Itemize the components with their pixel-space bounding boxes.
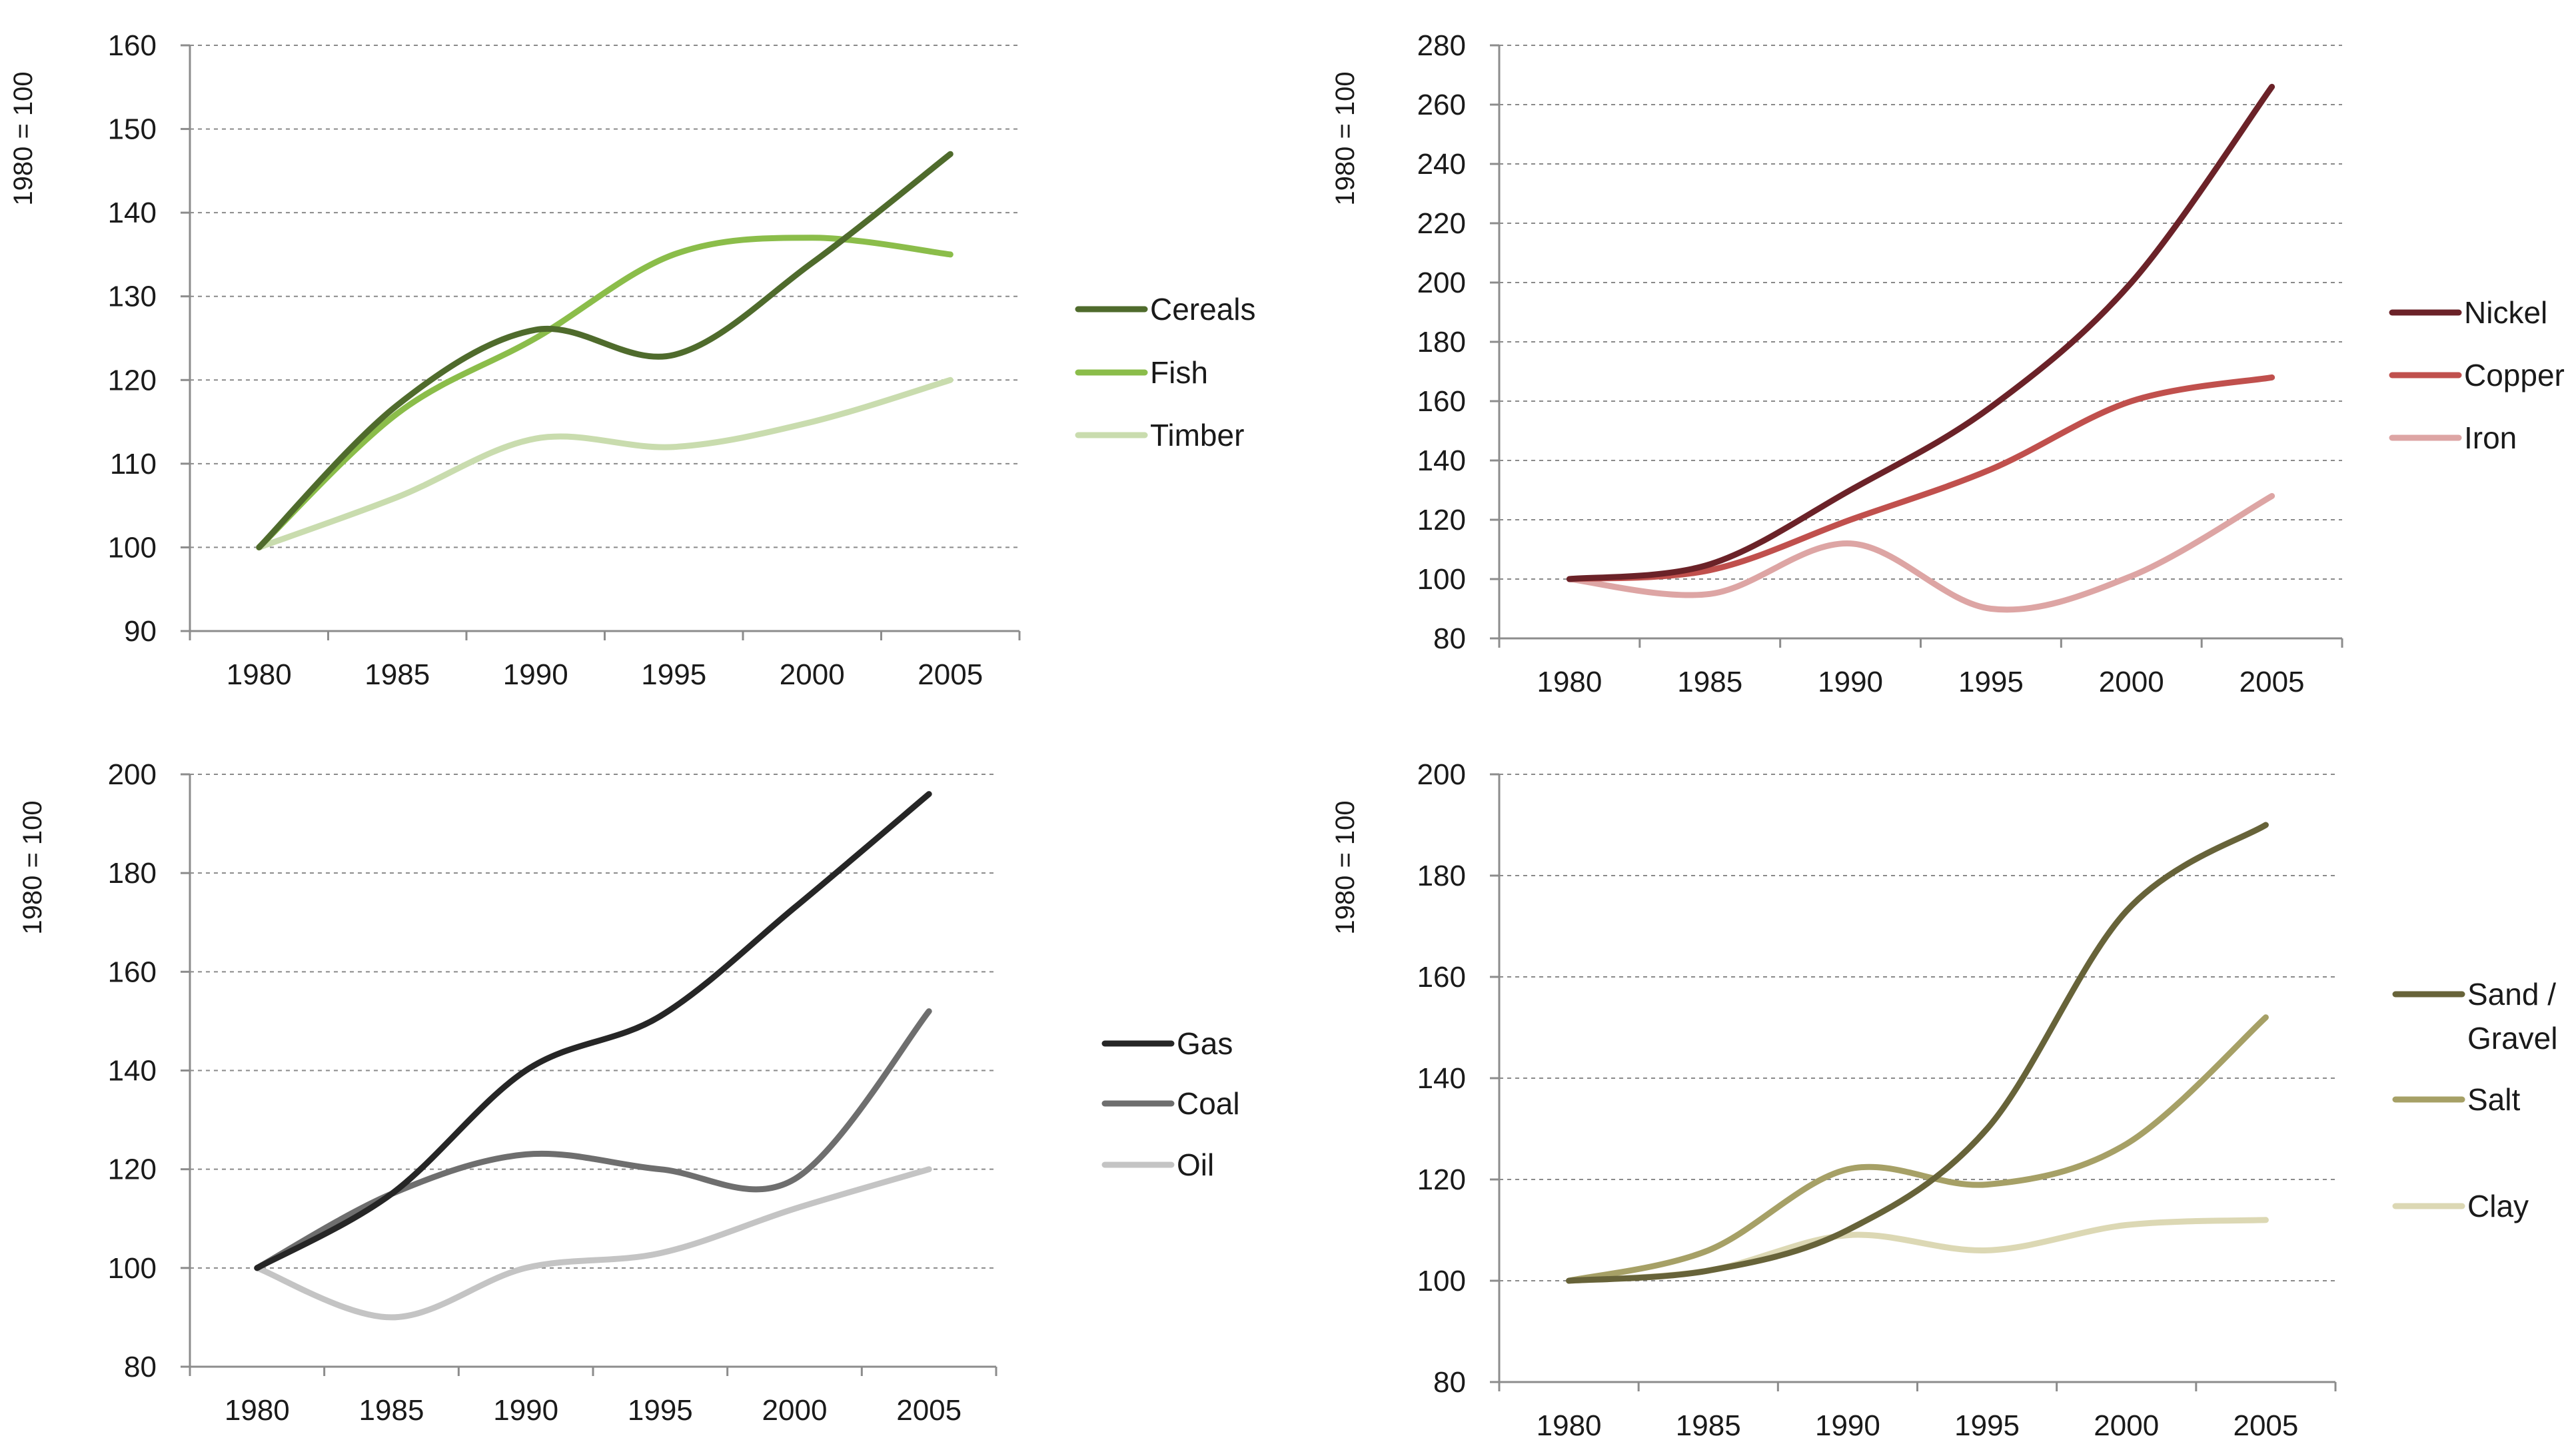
y-axis-label: 1980 = 100 bbox=[9, 71, 38, 205]
x-tick-label: 1980 bbox=[227, 658, 292, 691]
y-tick-label: 200 bbox=[108, 758, 157, 791]
y-axis-label: 1980 = 100 bbox=[1331, 71, 1360, 205]
y-tick-label: 160 bbox=[1417, 961, 1466, 994]
x-tick-label: 2005 bbox=[2233, 1409, 2298, 1442]
y-tick-label: 280 bbox=[1417, 29, 1466, 62]
legend-label-fish: Fish bbox=[1150, 355, 1208, 390]
y-tick-label: 120 bbox=[108, 364, 157, 396]
chart-construction: 80 100 120 140 160 180 200 1980 1985 1990 1995 2000… bbox=[1331, 758, 2557, 1442]
x-tick-label: 1995 bbox=[628, 1394, 693, 1427]
chart-metals: 80 100 120 140 160 180 200 220 240 260 280 1980 1985… bbox=[1331, 29, 2565, 698]
x-tick-label: 2000 bbox=[2099, 666, 2164, 698]
legend-label-gas: Gas bbox=[1177, 1026, 1233, 1061]
y-tick-label: 180 bbox=[108, 857, 157, 890]
series-line-salt bbox=[1566, 1014, 2269, 1284]
series-line-iron bbox=[1566, 492, 2275, 613]
y-axis-label: 1980 = 100 bbox=[1331, 800, 1360, 934]
x-tick-label: 1985 bbox=[364, 658, 430, 691]
series-line-fish bbox=[256, 235, 954, 550]
y-tick-label: 200 bbox=[1417, 758, 1466, 791]
series-line-gas bbox=[254, 791, 932, 1271]
legend-label-cereals: Cereals bbox=[1150, 292, 1256, 327]
series-line-sand-gravel bbox=[1566, 822, 2269, 1284]
x-tick-label: 1980 bbox=[1537, 1409, 1602, 1442]
series-line-oil bbox=[254, 1166, 932, 1321]
y-tick-label: 80 bbox=[1433, 1366, 1466, 1399]
x-tick-label: 1995 bbox=[1954, 1409, 2020, 1442]
x-tick-label: 1990 bbox=[493, 1394, 558, 1427]
x-tick-label: 1990 bbox=[503, 658, 568, 691]
legend-label-sand-gravel: Sand / bbox=[2467, 977, 2556, 1012]
y-tick-label: 160 bbox=[1417, 385, 1466, 418]
y-axis-label: 1980 = 100 bbox=[18, 800, 47, 934]
x-tick-label: 2000 bbox=[762, 1394, 828, 1427]
y-tick-label: 100 bbox=[108, 531, 157, 564]
y-tick-label: 100 bbox=[1417, 1265, 1466, 1297]
legend-label-salt: Salt bbox=[2467, 1082, 2520, 1117]
x-tick-label: 2005 bbox=[918, 658, 983, 691]
y-tick-label: 220 bbox=[1417, 207, 1466, 240]
y-tick-label: 80 bbox=[1433, 622, 1466, 655]
series-line-copper bbox=[1566, 374, 2275, 582]
x-tick-label: 1985 bbox=[359, 1394, 424, 1427]
legend-label-coal: Coal bbox=[1177, 1086, 1240, 1121]
chart-energy: 80 100 120 140 160 180 200 1980 1985 1990 1995 2000… bbox=[18, 758, 1240, 1427]
chart-renewables: 90 100 110 120 130 140 150 160 1980 1985 1990 1995 2… bbox=[9, 29, 1256, 691]
y-tick-label: 160 bbox=[108, 29, 157, 62]
y-tick-label: 150 bbox=[108, 113, 157, 146]
x-tick-label: 1985 bbox=[1677, 666, 1742, 698]
y-tick-label: 100 bbox=[108, 1252, 157, 1285]
legend-label-timber: Timber bbox=[1150, 418, 1244, 452]
x-tick-label: 1995 bbox=[1958, 666, 2024, 698]
series-line-clay bbox=[1566, 1217, 2269, 1284]
series-line-coal bbox=[254, 1008, 932, 1271]
series-line-timber bbox=[256, 376, 954, 550]
x-tick-label: 1990 bbox=[1815, 1409, 1880, 1442]
x-tick-label: 2000 bbox=[2094, 1409, 2159, 1442]
x-tick-label: 1990 bbox=[1818, 666, 1883, 698]
x-tick-label: 1995 bbox=[641, 658, 706, 691]
x-tick-label: 2000 bbox=[780, 658, 845, 691]
y-tick-label: 200 bbox=[1417, 267, 1466, 299]
x-tick-label: 2005 bbox=[896, 1394, 962, 1427]
y-tick-label: 160 bbox=[108, 956, 157, 988]
y-tick-label: 140 bbox=[1417, 1062, 1466, 1095]
y-tick-label: 90 bbox=[124, 615, 157, 648]
y-tick-label: 110 bbox=[110, 448, 157, 480]
x-tick-label: 2005 bbox=[2240, 666, 2305, 698]
y-tick-label: 240 bbox=[1417, 148, 1466, 181]
y-tick-label: 180 bbox=[1417, 326, 1466, 359]
x-tick-label: 1985 bbox=[1676, 1409, 1741, 1442]
y-tick-label: 180 bbox=[1417, 860, 1466, 892]
series-line-cereals bbox=[256, 151, 954, 550]
y-tick-label: 140 bbox=[108, 197, 157, 229]
legend-label-oil: Oil bbox=[1177, 1147, 1214, 1182]
x-tick-label: 1980 bbox=[225, 1394, 290, 1427]
y-tick-label: 140 bbox=[1417, 444, 1466, 477]
y-tick-label: 260 bbox=[1417, 89, 1466, 121]
y-tick-label: 140 bbox=[108, 1055, 157, 1088]
legend-label-sand-gravel: Gravel bbox=[2467, 1021, 2557, 1056]
y-tick-label: 130 bbox=[108, 281, 157, 313]
series-line-nickel bbox=[1566, 83, 2275, 582]
y-tick-label: 120 bbox=[108, 1153, 157, 1186]
y-tick-label: 80 bbox=[124, 1351, 157, 1383]
legend-label-copper: Copper bbox=[2464, 358, 2565, 392]
y-tick-label: 120 bbox=[1417, 504, 1466, 536]
x-tick-label: 1980 bbox=[1537, 666, 1602, 698]
legend-label-nickel: Nickel bbox=[2464, 295, 2547, 330]
y-tick-label: 120 bbox=[1417, 1163, 1466, 1196]
legend-label-iron: Iron bbox=[2464, 420, 2517, 455]
legend-label-clay: Clay bbox=[2467, 1189, 2529, 1223]
y-tick-label: 100 bbox=[1417, 563, 1466, 596]
